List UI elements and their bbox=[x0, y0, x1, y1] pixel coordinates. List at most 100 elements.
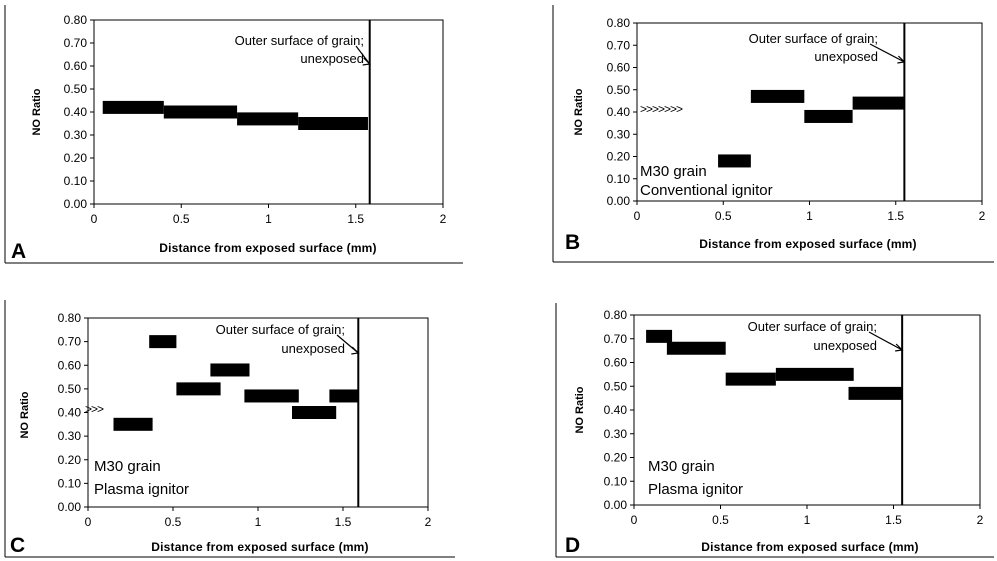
panel-c: NO Ratio Distance from exposed surface (… bbox=[4, 300, 455, 558]
panel-c-segment-6 bbox=[329, 389, 359, 403]
panel-b-ytick-3: 0.30 bbox=[607, 127, 631, 141]
panel-a-ytick-7: 0.70 bbox=[64, 36, 88, 50]
panel-a: NO Ratio Distance from exposed surface (… bbox=[4, 5, 463, 264]
panel-c-inset-line1: M30 grain bbox=[94, 458, 161, 475]
panel-c-inset-line2: Plasma ignitor bbox=[94, 481, 189, 498]
panel-b-ytick-5: 0.50 bbox=[607, 83, 631, 97]
panel-d-ytick-1: 0.10 bbox=[604, 474, 628, 488]
panel-c-xlabel: Distance from exposed surface (mm) bbox=[151, 540, 369, 554]
panel-d-xlabel: Distance from exposed surface (mm) bbox=[701, 540, 919, 554]
panel-a-ytick-3: 0.30 bbox=[64, 128, 88, 142]
panel-d-annotation-line2: unexposed bbox=[813, 338, 877, 353]
panel-a-ytick-0: 0.00 bbox=[64, 197, 88, 211]
panel-c-segment-4 bbox=[244, 389, 299, 403]
panel-d-xtick-3: 1.5 bbox=[885, 513, 902, 527]
panel-b-segment-1 bbox=[750, 89, 805, 103]
panel-d-segment-3 bbox=[775, 367, 854, 381]
panel-a-annotation-line1: Outer surface of grain; bbox=[235, 33, 364, 48]
panel-d-xtick-0: 0 bbox=[631, 513, 638, 527]
panel-c-ytick-3: 0.30 bbox=[58, 429, 82, 443]
panel-b-inset-line2: Conventional ignitor bbox=[640, 182, 773, 199]
panel-d-xtick-4: 2 bbox=[977, 513, 984, 527]
panel-c-ytick-6: 0.60 bbox=[58, 358, 82, 372]
panel-b-ytick-8: 0.80 bbox=[607, 16, 631, 30]
panel-d-annotation-arrow bbox=[868, 331, 904, 352]
panel-c-annotation-arrow bbox=[336, 334, 360, 355]
panel-a-segment-0 bbox=[102, 100, 164, 114]
panel-b-xtick-4: 2 bbox=[979, 209, 986, 223]
panel-d-ytick-2: 0.20 bbox=[604, 451, 628, 465]
panel-a-segments bbox=[102, 100, 368, 130]
panel-c-xtick-3: 1.5 bbox=[335, 515, 352, 529]
panel-b-segment-2 bbox=[804, 109, 853, 123]
panel-b-label: B bbox=[565, 231, 580, 254]
panel-c-xtick-2: 1 bbox=[255, 515, 262, 529]
panel-c-arrow-text: >>> bbox=[85, 402, 104, 416]
panel-b-annotation-line1: Outer surface of grain; bbox=[749, 31, 878, 46]
panel-a-annotation-arrow bbox=[355, 45, 371, 66]
panel-c-ytick-7: 0.70 bbox=[58, 335, 82, 349]
panel-d: NO Ratio Distance from exposed surface (… bbox=[555, 303, 994, 558]
panel-c-plot-area bbox=[87, 317, 429, 508]
panel-c-label: C bbox=[10, 534, 25, 557]
panel-b-ytick-7: 0.70 bbox=[607, 38, 631, 52]
panel-c-xtick-0: 0 bbox=[85, 515, 92, 529]
panel-d-ytick-5: 0.50 bbox=[604, 379, 628, 393]
panel-b-segments bbox=[718, 89, 905, 168]
panel-d-ytick-4: 0.40 bbox=[604, 403, 628, 417]
panel-b-xtick-1: 0.5 bbox=[715, 209, 732, 223]
panel-d-annotation-line1: Outer surface of grain; bbox=[748, 319, 877, 334]
panel-d-segment-2 bbox=[725, 372, 776, 386]
panel-d-inset-line2: Plasma ignitor bbox=[648, 481, 743, 498]
panel-c-ytick-8: 0.80 bbox=[58, 311, 82, 325]
panel-d-ytick-7: 0.70 bbox=[604, 332, 628, 346]
panel-d-segments bbox=[646, 329, 903, 400]
panel-c-segments bbox=[113, 335, 359, 431]
panel-c-ytick-1: 0.10 bbox=[58, 476, 82, 490]
panel-d-segment-0 bbox=[646, 329, 673, 343]
panel-a-xtick-3: 1.5 bbox=[347, 212, 364, 226]
panel-a-annotation-line2: unexposed bbox=[300, 51, 364, 66]
panel-b-ytick-0: 0.00 bbox=[607, 194, 631, 208]
panel-d-xtick-2: 1 bbox=[804, 513, 811, 527]
panel-b-arrow-text: >>>>>>> bbox=[640, 102, 683, 116]
panel-c-ylabel: NO Ratio bbox=[19, 391, 31, 438]
panel-c-ytick-2: 0.20 bbox=[58, 453, 82, 467]
panel-d-label: D bbox=[565, 534, 580, 557]
panel-d-ylabel: NO Ratio bbox=[574, 386, 586, 433]
panel-b-xlabel: Distance from exposed surface (mm) bbox=[699, 237, 917, 251]
panel-a-xtick-2: 1 bbox=[265, 212, 272, 226]
panel-a-segment-2 bbox=[237, 112, 299, 126]
panel-d-ytick-0: 0.00 bbox=[604, 498, 628, 512]
panel-b-ytick-1: 0.10 bbox=[607, 172, 631, 186]
panel-b-segment-0 bbox=[718, 154, 751, 168]
panel-b-xtick-0: 0 bbox=[634, 209, 641, 223]
panel-b-ytick-2: 0.20 bbox=[607, 150, 631, 164]
panel-c-segment-2 bbox=[176, 382, 221, 396]
panel-c-segment-3 bbox=[210, 363, 250, 377]
panel-b: NO Ratio Distance from exposed surface (… bbox=[552, 5, 994, 263]
panel-c-annotation-line1: Outer surface of grain; bbox=[216, 322, 345, 337]
panel-c-annotation-line2: unexposed bbox=[281, 341, 345, 356]
panel-d-ytick-3: 0.30 bbox=[604, 427, 628, 441]
panel-a-ytick-4: 0.40 bbox=[64, 105, 88, 119]
panel-b-inset-line1: M30 grain bbox=[640, 163, 707, 180]
panel-c-segment-5 bbox=[292, 406, 337, 419]
panel-c-segment-0 bbox=[113, 417, 153, 431]
panel-a-segment-3 bbox=[298, 117, 368, 130]
panel-a-ytick-1: 0.10 bbox=[64, 174, 88, 188]
panel-c-ytick-4: 0.40 bbox=[58, 406, 82, 420]
panel-c-xtick-1: 0.5 bbox=[165, 515, 182, 529]
panel-b-segment-3 bbox=[852, 96, 905, 110]
panel-a-xtick-0: 0 bbox=[91, 212, 98, 226]
panel-b-ylabel: NO Ratio bbox=[573, 88, 585, 135]
panel-a-ytick-2: 0.20 bbox=[64, 151, 88, 165]
panel-c-ytick-0: 0.00 bbox=[58, 500, 82, 514]
panel-d-segment-1 bbox=[666, 341, 726, 355]
panel-c-ytick-5: 0.50 bbox=[58, 382, 82, 396]
panel-d-segment-4 bbox=[848, 386, 903, 400]
panel-a-xtick-1: 0.5 bbox=[173, 212, 190, 226]
panel-b-xtick-3: 1.5 bbox=[887, 209, 904, 223]
panel-a-ylabel: NO Ratio bbox=[31, 88, 43, 135]
